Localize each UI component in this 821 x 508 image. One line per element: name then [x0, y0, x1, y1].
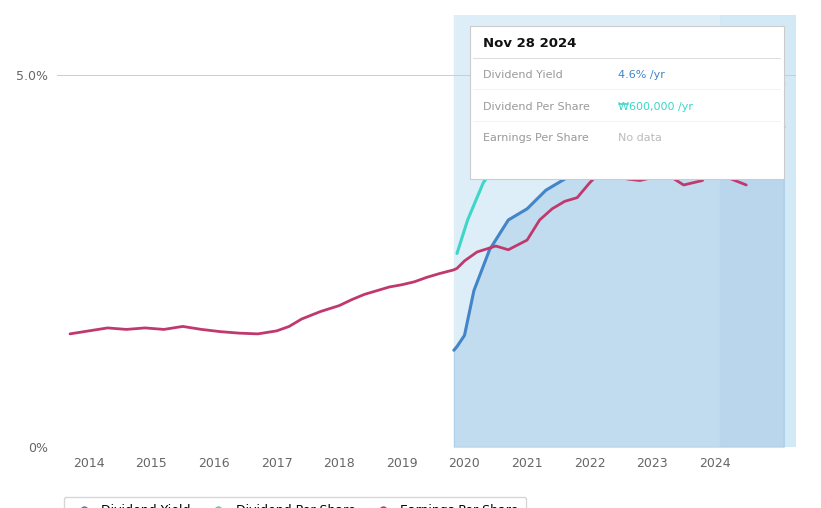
- Text: 4.6% /yr: 4.6% /yr: [617, 70, 664, 80]
- Text: Dividend Per Share: Dividend Per Share: [483, 102, 590, 112]
- Text: Dividend Yield: Dividend Yield: [483, 70, 563, 80]
- Text: Past: Past: [723, 97, 750, 110]
- Bar: [454, 15, 796, 447]
- Text: Nov 28 2024: Nov 28 2024: [483, 37, 576, 50]
- Text: ₩600,000 /yr: ₩600,000 /yr: [617, 102, 693, 112]
- FancyBboxPatch shape: [470, 26, 784, 179]
- Legend: Dividend Yield, Dividend Per Share, Earnings Per Share: Dividend Yield, Dividend Per Share, Earn…: [64, 497, 526, 508]
- Text: No data: No data: [617, 133, 662, 143]
- Text: Earnings Per Share: Earnings Per Share: [483, 133, 589, 143]
- Bar: [720, 15, 796, 447]
